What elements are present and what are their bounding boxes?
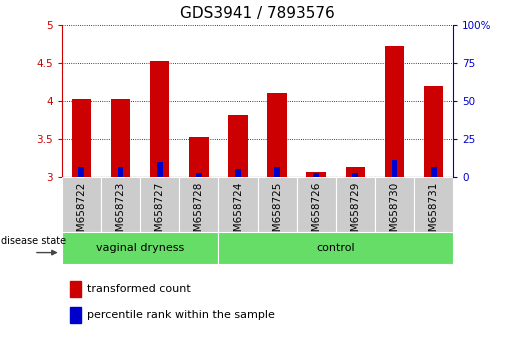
Bar <box>228 115 248 177</box>
Bar <box>117 167 124 177</box>
Bar <box>267 93 287 177</box>
Text: control: control <box>316 243 355 253</box>
Text: GSM658729: GSM658729 <box>350 181 360 245</box>
Bar <box>235 169 241 177</box>
Bar <box>424 86 443 177</box>
Bar <box>70 307 81 323</box>
Text: GSM658723: GSM658723 <box>115 181 126 245</box>
Bar <box>140 177 179 232</box>
Bar <box>62 177 101 232</box>
Bar <box>111 99 130 177</box>
Text: GSM658731: GSM658731 <box>428 181 439 245</box>
Text: percentile rank within the sample: percentile rank within the sample <box>87 310 275 320</box>
Text: GSM658727: GSM658727 <box>154 181 165 245</box>
Bar <box>258 177 297 232</box>
Bar <box>313 173 319 177</box>
Text: disease state: disease state <box>1 236 66 246</box>
Bar <box>157 162 163 177</box>
Title: GDS3941 / 7893576: GDS3941 / 7893576 <box>180 6 335 21</box>
Bar <box>385 46 404 177</box>
Bar <box>218 177 258 232</box>
Text: GSM658728: GSM658728 <box>194 181 204 245</box>
Text: GSM658726: GSM658726 <box>311 181 321 245</box>
Text: GSM658730: GSM658730 <box>389 181 400 245</box>
Bar <box>391 160 398 177</box>
Bar <box>346 167 365 177</box>
Bar <box>375 177 414 232</box>
Bar <box>431 167 437 177</box>
Bar <box>352 173 358 177</box>
Bar <box>414 177 453 232</box>
Bar <box>78 167 84 177</box>
Text: GSM658724: GSM658724 <box>233 181 243 245</box>
Bar <box>218 232 453 264</box>
Text: GSM658722: GSM658722 <box>76 181 87 245</box>
Bar <box>189 137 209 177</box>
Bar <box>150 61 169 177</box>
Text: transformed count: transformed count <box>87 284 191 294</box>
Bar <box>70 281 81 297</box>
Bar <box>179 177 218 232</box>
Bar <box>297 177 336 232</box>
Text: GSM658725: GSM658725 <box>272 181 282 245</box>
Bar <box>274 167 280 177</box>
Bar <box>72 99 91 177</box>
Bar <box>336 177 375 232</box>
Bar <box>62 232 218 264</box>
Text: vaginal dryness: vaginal dryness <box>96 243 184 253</box>
Bar <box>196 173 202 177</box>
Bar <box>101 177 140 232</box>
Bar <box>306 172 326 177</box>
